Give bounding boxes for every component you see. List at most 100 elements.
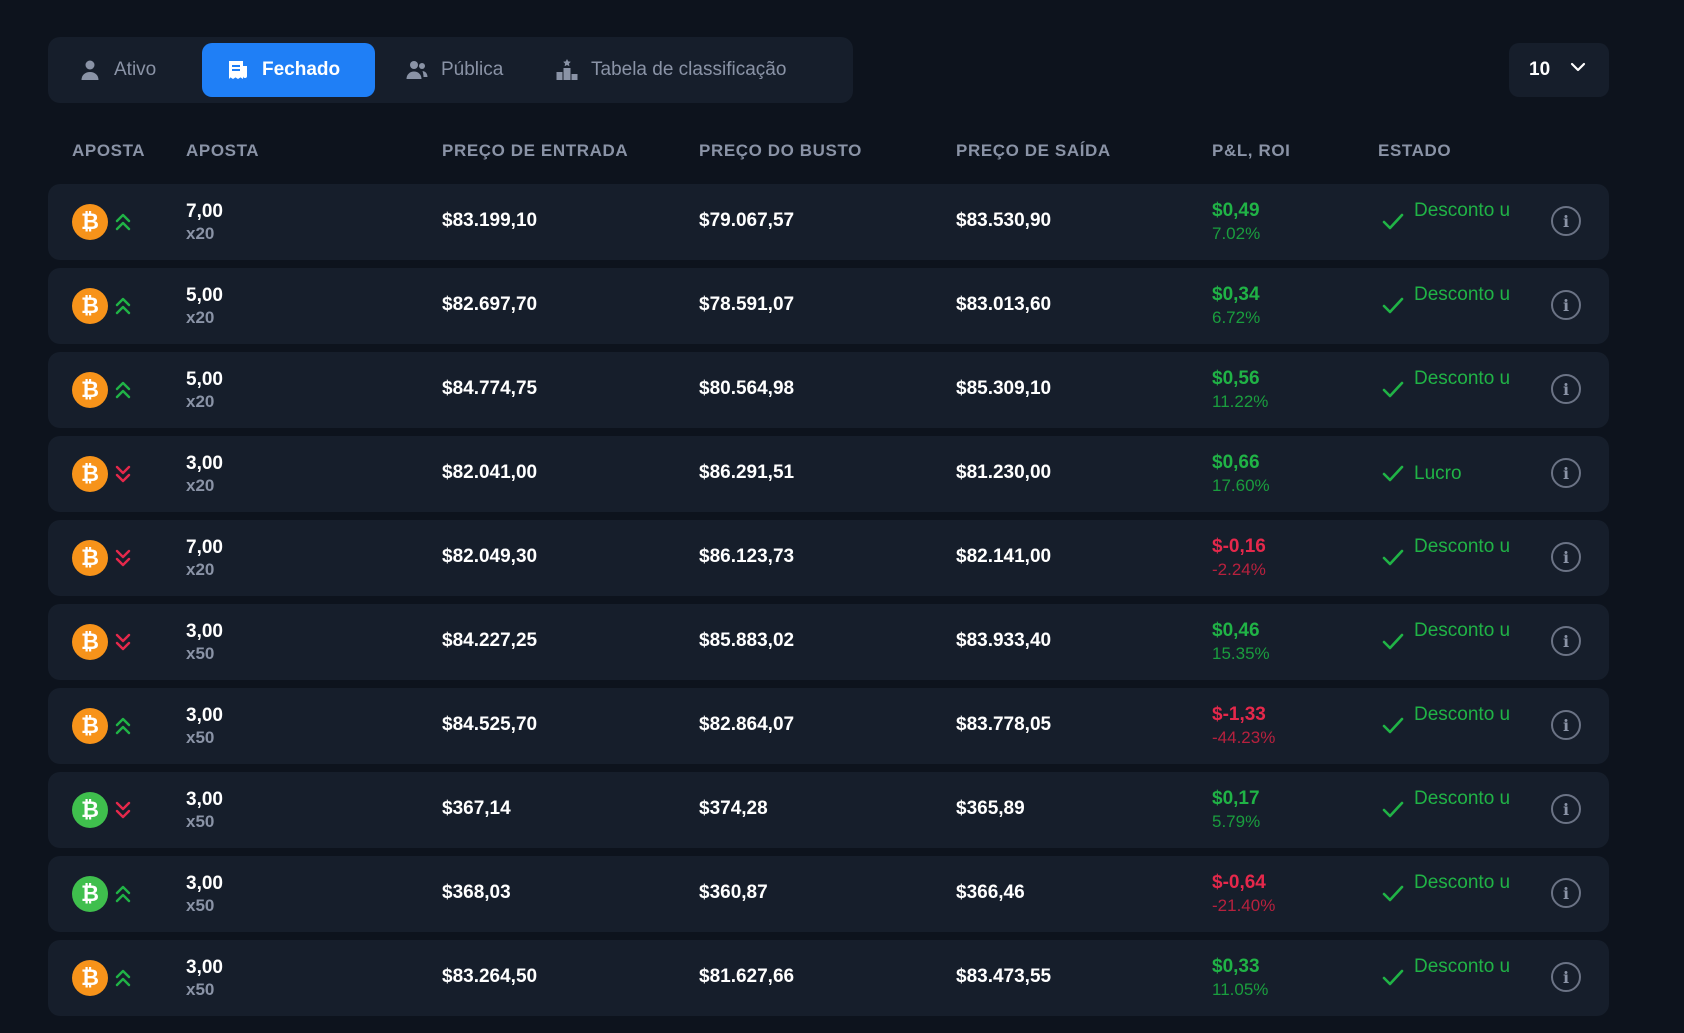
status-label: Desconto u <box>1414 284 1511 305</box>
pnl-value: $0,33 <box>1212 956 1260 977</box>
bet-leverage: x20 <box>186 308 215 327</box>
column-header-bust-price: PREÇO DO BUSTO <box>699 141 862 160</box>
double-chevron-down-icon <box>114 464 132 484</box>
table-row[interactable]: ₿ 5,00 x20 $82.697,70 $78.591,07 $83.013,60 $0… <box>48 268 1609 344</box>
table-row[interactable]: ₿ 3,00 x50 $83.264,50 $81.627,66 $83.473,55 $0… <box>48 940 1609 1016</box>
column-header-entry-price: PREÇO DE ENTRADA <box>442 141 629 160</box>
roi-value: -21.40% <box>1212 896 1276 915</box>
tab-public[interactable]: Pública <box>375 43 525 97</box>
bet-amount: 3,00 <box>186 873 223 894</box>
roi-value: 15.35% <box>1212 644 1270 663</box>
bust-price: $82.864,07 <box>699 714 795 735</box>
bet-leverage: x20 <box>186 224 215 243</box>
double-chevron-up-icon <box>114 296 132 316</box>
table-row[interactable]: ₿ 7,00 x20 $83.199,10 $79.067,57 $83.530,90 $0… <box>48 184 1609 260</box>
receipt-icon <box>226 58 250 82</box>
exit-price: $83.778,05 <box>956 714 1052 735</box>
bet-amount: 5,00 <box>186 369 223 390</box>
check-icon <box>1382 464 1404 484</box>
entry-price: $368,03 <box>442 882 511 903</box>
double-chevron-down-icon <box>114 800 132 820</box>
double-chevron-down-icon <box>114 632 132 652</box>
info-icon[interactable]: i <box>1551 710 1581 740</box>
double-chevron-down-icon <box>114 548 132 568</box>
bet-amount: 3,00 <box>186 621 223 642</box>
exit-price: $365,89 <box>956 798 1025 819</box>
check-icon <box>1382 296 1404 316</box>
column-header-coin: APOSTA <box>72 141 146 160</box>
status-label: Desconto u <box>1414 620 1511 641</box>
bet-amount: 3,00 <box>186 957 223 978</box>
bust-price: $85.883,02 <box>699 630 795 651</box>
tab-label: Pública <box>441 59 504 80</box>
info-icon[interactable]: i <box>1551 626 1581 656</box>
bitcoin-icon: ₿ <box>72 204 108 240</box>
info-icon[interactable]: i <box>1551 878 1581 908</box>
bet-amount: 3,00 <box>186 789 223 810</box>
roi-value: -44.23% <box>1212 728 1276 747</box>
info-icon[interactable]: i <box>1551 206 1581 236</box>
entry-price: $82.697,70 <box>442 294 538 315</box>
exit-price: $82.141,00 <box>956 546 1052 567</box>
exit-price: $85.309,10 <box>956 378 1052 399</box>
check-icon <box>1382 716 1404 736</box>
bust-price: $80.564,98 <box>699 378 795 399</box>
status-label: Desconto u <box>1414 368 1511 389</box>
double-chevron-up-icon <box>114 380 132 400</box>
bust-price: $86.291,51 <box>699 462 795 483</box>
status-label: Desconto u <box>1414 200 1511 221</box>
bust-price: $79.067,57 <box>699 210 795 231</box>
double-chevron-up-icon <box>114 884 132 904</box>
tab-label: Tabela de classificação <box>591 59 787 80</box>
table-row[interactable]: ₿ 5,00 x20 $84.774,75 $80.564,98 $85.309,10 $0… <box>48 352 1609 428</box>
pnl-value: $-0,16 <box>1212 536 1266 557</box>
info-icon[interactable]: i <box>1551 542 1581 572</box>
bitcoin-icon: ₿ <box>72 540 108 576</box>
info-icon[interactable]: i <box>1551 794 1581 824</box>
exit-price: $83.013,60 <box>956 294 1052 315</box>
table-row[interactable]: ₿ 7,00 x20 $82.049,30 $86.123,73 $82.141,00 $-… <box>48 520 1609 596</box>
bitcoin-icon: ₿ <box>72 624 108 660</box>
status-label: Desconto u <box>1414 704 1511 725</box>
status-label: Desconto u <box>1414 956 1511 977</box>
table-row[interactable]: ₿ 3,00 x50 $367,14 $374,28 $365,89 $0,17 5.79% D… <box>48 772 1609 848</box>
info-icon[interactable]: i <box>1551 290 1581 320</box>
double-chevron-up-icon <box>114 968 132 988</box>
bitcoin-icon: ₿ <box>72 372 108 408</box>
entry-price: $84.774,75 <box>442 378 538 399</box>
page-size-select[interactable]: 10 <box>1509 43 1609 97</box>
tab-active[interactable]: Ativo <box>48 43 198 97</box>
exit-price: $81.230,00 <box>956 462 1052 483</box>
pnl-value: $0,46 <box>1212 620 1260 641</box>
roi-value: 6.72% <box>1212 308 1261 327</box>
info-icon[interactable]: i <box>1551 374 1581 404</box>
check-icon <box>1382 632 1404 652</box>
roi-value: 11.22% <box>1212 392 1269 411</box>
tab-leaderboard[interactable]: Tabela de classificação <box>525 43 835 97</box>
table-row[interactable]: ₿ 3,00 x50 $368,03 $360,87 $366,46 $-0,64 -21.4… <box>48 856 1609 932</box>
bitcoin-icon: ₿ <box>72 288 108 324</box>
tab-closed[interactable]: Fechado <box>202 43 375 97</box>
bet-leverage: x20 <box>186 476 215 495</box>
tab-label: Fechado <box>262 59 341 80</box>
table-row[interactable]: ₿ 3,00 x20 $82.041,00 $86.291,51 $81.230,00 $0… <box>48 436 1609 512</box>
bust-price: $86.123,73 <box>699 546 795 567</box>
table-row[interactable]: ₿ 3,00 x50 $84.525,70 $82.864,07 $83.778,05 $-… <box>48 688 1609 764</box>
pnl-value: $0,49 <box>1212 200 1260 221</box>
bust-price: $374,28 <box>699 798 768 819</box>
info-icon[interactable]: i <box>1551 962 1581 992</box>
status-label: Lucro <box>1414 463 1462 484</box>
bet-leverage: x50 <box>186 896 215 915</box>
exit-price: $83.473,55 <box>956 966 1052 987</box>
roi-value: -2.24% <box>1212 560 1266 579</box>
bitcoin-icon: ₿ <box>72 708 108 744</box>
table-row[interactable]: ₿ 3,00 x50 $84.227,25 $85.883,02 $83.933,40 $0… <box>48 604 1609 680</box>
bet-amount: 7,00 <box>186 537 223 558</box>
entry-price: $84.227,25 <box>442 630 538 651</box>
bets-table-body: ₿ 7,00 x20 $83.199,10 $79.067,57 $83.530,90 $0… <box>48 184 1609 1024</box>
info-icon[interactable]: i <box>1551 458 1581 488</box>
double-chevron-up-icon <box>114 716 132 736</box>
column-header-bet: APOSTA <box>186 141 260 160</box>
bitcoin-icon: ₿ <box>72 960 108 996</box>
